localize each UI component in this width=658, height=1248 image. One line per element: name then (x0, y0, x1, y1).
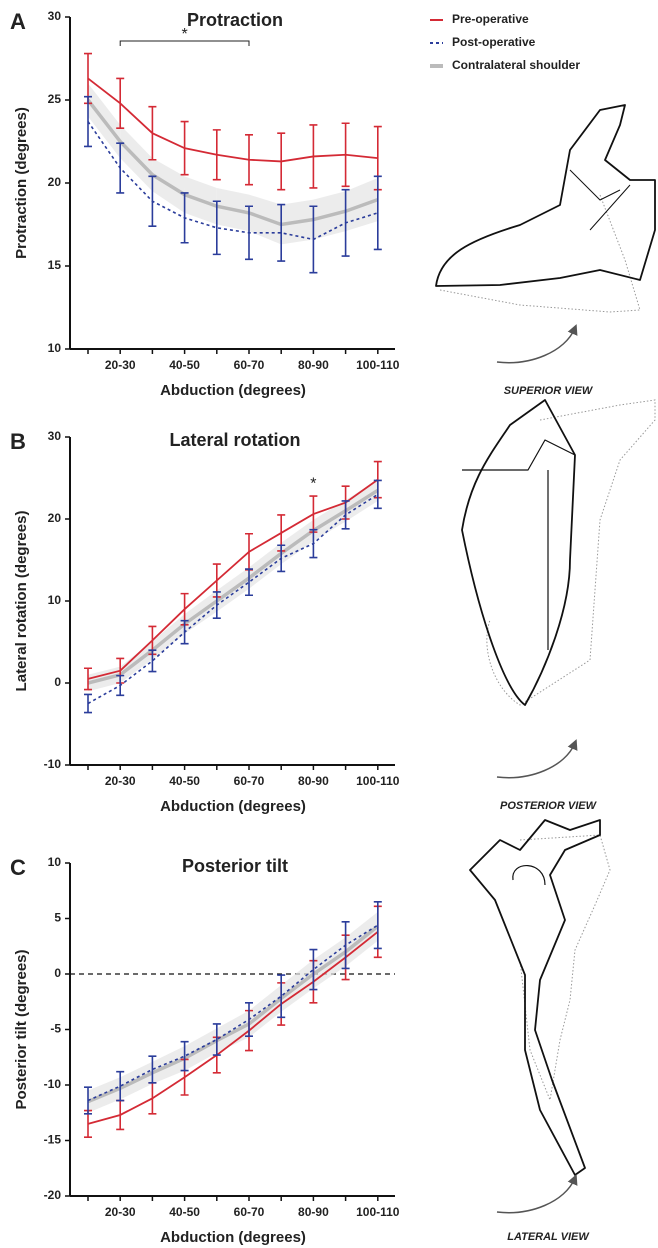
superior-view-drawing (435, 104, 656, 364)
y-tick-label: 10 (48, 855, 62, 869)
x-tick-label: 20-30 (105, 1205, 136, 1219)
error-bar (373, 479, 382, 510)
error-bar (245, 568, 253, 597)
y-tick-label: 20 (48, 175, 62, 189)
y-tick-label: 10 (48, 341, 62, 355)
x-tick-label: 40-50 (169, 1205, 200, 1219)
error-bar (309, 948, 318, 991)
legend-label: Contralateral shoulder (452, 58, 580, 72)
significance-mark: * (310, 475, 316, 492)
x-axis-label: Abduction (degrees) (160, 382, 306, 399)
y-tick-label: 5 (54, 911, 61, 925)
x-tick-label: 100-110 (356, 774, 400, 788)
x-tick-label: 80-90 (298, 774, 329, 788)
series-line (87, 121, 379, 241)
series-line (87, 931, 379, 1125)
view-label: SUPERIOR VIEW (504, 385, 594, 397)
error-bar (373, 175, 382, 251)
y-tick-label: -10 (44, 757, 62, 771)
y-tick-label: 15 (48, 258, 62, 272)
y-tick-label: 10 (48, 593, 62, 607)
error-bar (116, 1070, 125, 1102)
x-tick-label: 100-110 (356, 1205, 400, 1219)
series-line (87, 478, 379, 680)
series-line (86, 98, 379, 227)
y-tick-label: -20 (44, 1188, 62, 1202)
chart-title: Protraction (187, 10, 283, 30)
error-bar (180, 1040, 189, 1072)
significance-bracket (119, 40, 250, 46)
y-tick-label: -5 (50, 1022, 61, 1036)
x-tick-label: 40-50 (169, 358, 200, 372)
view-label: LATERAL VIEW (507, 1231, 590, 1243)
posterior-view-drawing (461, 399, 656, 779)
x-tick-label: 60-70 (234, 774, 265, 788)
chart-title: Lateral rotation (169, 430, 300, 450)
x-tick-label: 80-90 (298, 1205, 329, 1219)
error-bar (212, 200, 221, 256)
series-line (87, 493, 379, 705)
x-axis-label: Abduction (degrees) (160, 1229, 306, 1246)
view-label: POSTERIOR VIEW (500, 800, 598, 812)
y-tick-label: 30 (48, 429, 62, 443)
legend-label: Post-operative (452, 35, 536, 49)
panel-label: B (10, 429, 26, 454)
y-tick-label: -15 (44, 1133, 62, 1147)
panel-label: C (10, 855, 26, 880)
lateral-view-drawing (469, 819, 611, 1214)
x-tick-label: 20-30 (105, 774, 136, 788)
significance-mark: * (181, 26, 187, 43)
error-bar (212, 1023, 221, 1056)
y-axis-label: Posterior tilt (degrees) (13, 949, 30, 1109)
error-bar (148, 649, 157, 673)
legend-label: Pre-operative (452, 12, 529, 26)
y-tick-label: 0 (54, 675, 61, 689)
x-tick-label: 40-50 (169, 774, 200, 788)
x-tick-label: 100-110 (356, 358, 400, 372)
x-tick-label: 60-70 (234, 1205, 265, 1219)
x-tick-label: 60-70 (234, 358, 265, 372)
error-bar (373, 901, 382, 950)
error-bar (277, 974, 286, 1019)
y-tick-label: 20 (48, 511, 62, 525)
series-line (87, 924, 379, 1104)
y-tick-label: 30 (48, 9, 62, 23)
y-axis-label: Protraction (degrees) (13, 107, 30, 259)
error-bar (277, 203, 286, 262)
y-tick-label: 0 (54, 966, 61, 980)
error-bar (148, 1055, 157, 1084)
panel-label: A (10, 9, 26, 34)
y-tick-label: -10 (44, 1077, 62, 1091)
x-tick-label: 20-30 (105, 358, 136, 372)
y-tick-label: 25 (48, 92, 62, 106)
series-line (87, 924, 379, 1102)
x-axis-label: Abduction (degrees) (160, 798, 306, 815)
series-line (87, 77, 378, 163)
chart-title: Posterior tilt (182, 856, 288, 876)
x-tick-label: 80-90 (298, 358, 329, 372)
series-line (87, 488, 379, 685)
y-axis-label: Lateral rotation (degrees) (13, 511, 30, 692)
